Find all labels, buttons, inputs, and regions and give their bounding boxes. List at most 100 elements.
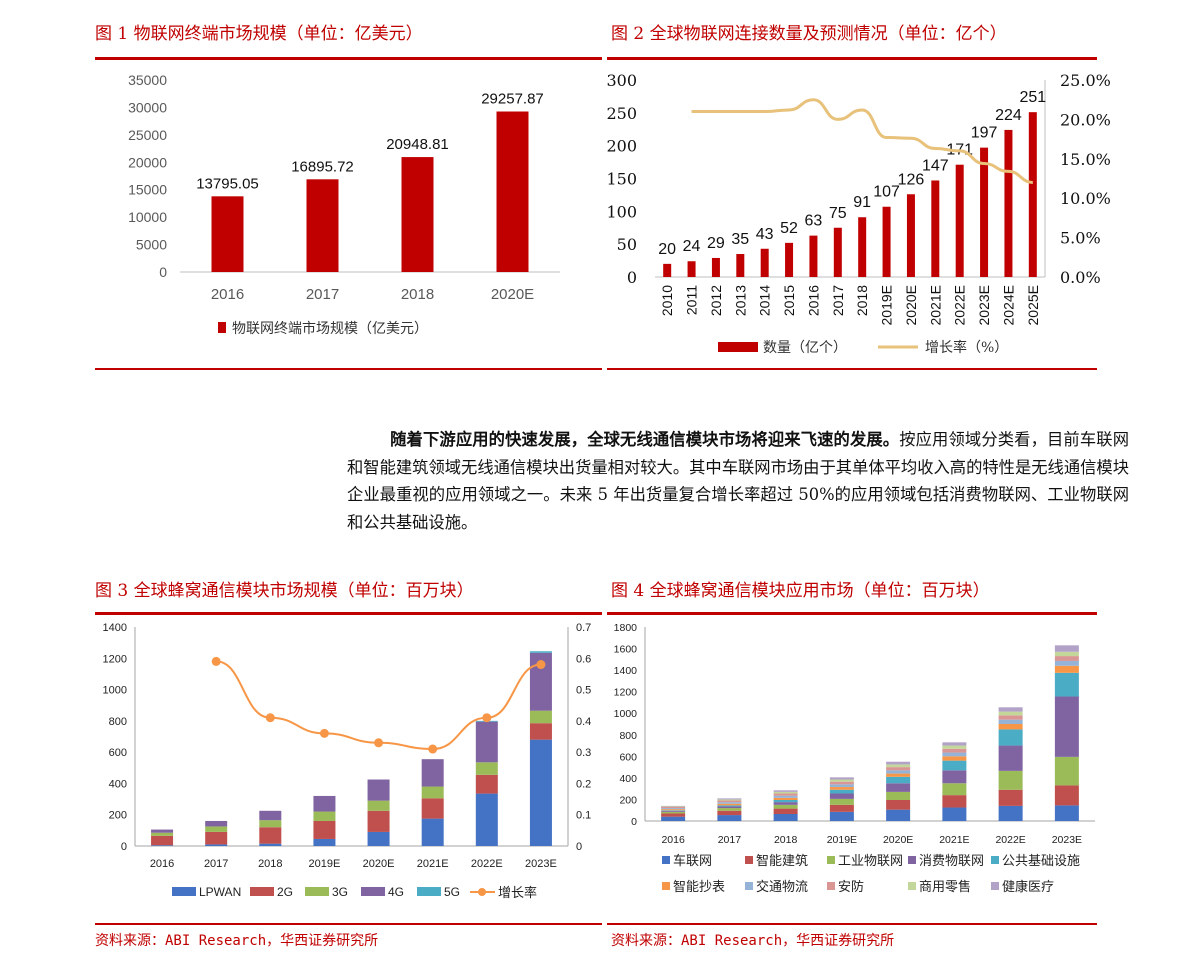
fig3-legend-label: 4G xyxy=(388,885,404,899)
fig3-y-left-tick: 400 xyxy=(109,778,127,790)
fig4-bar-segment xyxy=(998,715,1023,720)
fig2-y-right-tick: 20.0% xyxy=(1060,110,1111,129)
fig3-x-tick: 2023E xyxy=(525,858,557,870)
fig4-bar-segment xyxy=(829,777,854,780)
fig3-y-left-tick: 1200 xyxy=(103,653,127,665)
fig2-legend-line-label: 增长率（%） xyxy=(925,339,1008,356)
fig3-bar-segment xyxy=(529,723,552,740)
fig3-legend-label: 5G xyxy=(444,885,460,899)
fig4-bar-segment xyxy=(717,803,742,806)
fig2-data-label: 63 xyxy=(805,213,823,230)
fig4-bar-segment xyxy=(998,707,1023,712)
fig3-x-tick: 2022E xyxy=(471,858,503,870)
fig3-bar-segment xyxy=(151,829,174,833)
fig4-bar-segment xyxy=(886,776,911,784)
fig2-bottom-rule xyxy=(607,368,1097,370)
fig2-y-left-tick: 250 xyxy=(606,104,637,123)
fig4-bar-segment xyxy=(942,807,967,821)
fig2-title: 图 2 全球物联网连接数量及预测情况（单位：亿个） xyxy=(611,24,1007,44)
fig3-y-left-tick: 200 xyxy=(109,810,127,822)
fig3-x-tick: 2021E xyxy=(417,858,449,870)
fig4-bar-segment xyxy=(829,784,854,788)
fig2-y-right-tick: 5.0% xyxy=(1060,229,1101,248)
fig3-bar-segment xyxy=(205,844,228,846)
fig3-bar-segment xyxy=(529,710,552,724)
fig4-bar-segment xyxy=(998,729,1023,746)
fig3-legend-swatch xyxy=(305,887,329,896)
fig2-x-tick: 2020E xyxy=(903,285,919,325)
fig4-bar-segment xyxy=(661,816,686,821)
fig3-bar-segment xyxy=(475,721,498,763)
fig4-bar-segment xyxy=(886,799,911,810)
fig2-data-label: 147 xyxy=(922,157,949,174)
fig2-bar xyxy=(955,164,964,277)
fig2-data-label: 107 xyxy=(873,184,900,201)
paragraph-bold-lead: 随着下游应用的快速发展，全球无线通信模块市场将迎来飞速的发展。 xyxy=(390,430,900,449)
fig3-y-right-tick: 0.4 xyxy=(576,716,591,728)
fig1-data-label: 29257.87 xyxy=(481,90,544,107)
fig4-bar-segment xyxy=(1054,651,1079,657)
fig4-y-tick: 0 xyxy=(631,816,637,828)
fig4-bar-segment xyxy=(829,781,854,785)
fig3-growth-point xyxy=(536,660,546,670)
fig4-bar-segment xyxy=(661,810,686,811)
fig4-bar-segment xyxy=(717,799,742,801)
fig3-bar-segment xyxy=(529,739,552,846)
fig4-bar-segment xyxy=(661,808,686,810)
fig2-data-label: 126 xyxy=(898,171,925,188)
fig4-bar-segment xyxy=(998,805,1023,821)
fig1-data-label: 16895.72 xyxy=(291,158,354,175)
fig3-y-right-tick: 0.5 xyxy=(576,685,591,697)
fig4-legend-swatch xyxy=(991,856,999,864)
fig3-x-tick: 2018 xyxy=(258,858,282,870)
fig2-y-right-tick: 10.0% xyxy=(1060,189,1111,208)
fig2-bar xyxy=(687,261,696,277)
fig1-y-tick: 25000 xyxy=(128,127,167,143)
fig4-y-tick: 400 xyxy=(619,773,637,785)
fig2-data-label: 24 xyxy=(683,238,701,255)
fig1-x-tick: 2018 xyxy=(401,286,434,303)
fig3-bar-segment xyxy=(475,793,498,846)
fig4-legend-swatch xyxy=(991,882,999,890)
fig4-bar-segment xyxy=(942,745,967,749)
fig1-chart: 0 5000 10000 15000 20000 25000 30000 35000 13795… xyxy=(128,72,560,337)
fig2-bar xyxy=(809,235,818,277)
fig2-x-tick: 2012 xyxy=(708,285,724,316)
fig4-bar-segment xyxy=(717,798,742,800)
fig4-bar-segment xyxy=(886,770,911,774)
fig2-bar xyxy=(882,206,891,277)
fig3-bar-segment xyxy=(151,832,174,836)
fig2-x-tick: 2015 xyxy=(781,285,797,316)
fig4-bar-segment xyxy=(998,745,1023,771)
fig4-legend-label: 交通物流 xyxy=(756,879,808,894)
fig3-legend-label: 2G xyxy=(277,885,293,899)
fig4-bar-segment xyxy=(717,808,742,811)
fig4-legend-swatch xyxy=(908,856,916,864)
fig4-bar-segment xyxy=(717,810,742,816)
fig1-bottom-rule xyxy=(95,368,602,370)
fig4-bar-segment xyxy=(1054,805,1079,821)
body-paragraph: 随着下游应用的快速发展，全球无线通信模块市场将迎来飞速的发展。按应用领域分类看，… xyxy=(347,426,1129,536)
fig2-bar xyxy=(833,227,842,277)
fig3-legend-line-marker xyxy=(478,888,486,896)
fig1-data-label: 13795.05 xyxy=(196,175,259,192)
fig4-bar-segment xyxy=(886,809,911,821)
fig2-data-label: 20 xyxy=(658,241,676,258)
fig4-bar-segment xyxy=(773,797,798,800)
fig4-bar-segment xyxy=(886,791,911,800)
fig4-bar-segment xyxy=(829,793,854,799)
fig1-x-tick: 2016 xyxy=(211,286,244,303)
fig2-data-label: 43 xyxy=(756,226,774,243)
fig1-y-tick: 0 xyxy=(159,264,167,280)
fig4-y-tick: 1600 xyxy=(614,644,638,656)
fig3-bar-segment xyxy=(529,652,552,711)
fig3-y-right-tick: 0.3 xyxy=(576,747,591,759)
fig4-legend-swatch xyxy=(745,882,753,890)
fig3-bar-segment xyxy=(205,826,228,832)
fig4-legend-swatch xyxy=(745,856,753,864)
fig1-y-tick: 5000 xyxy=(136,237,167,253)
fig2-x-tick: 2022E xyxy=(952,285,968,325)
fig3-bar-segment xyxy=(475,762,498,775)
fig4-y-tick: 1200 xyxy=(614,687,638,699)
fig2-bar xyxy=(858,217,867,277)
